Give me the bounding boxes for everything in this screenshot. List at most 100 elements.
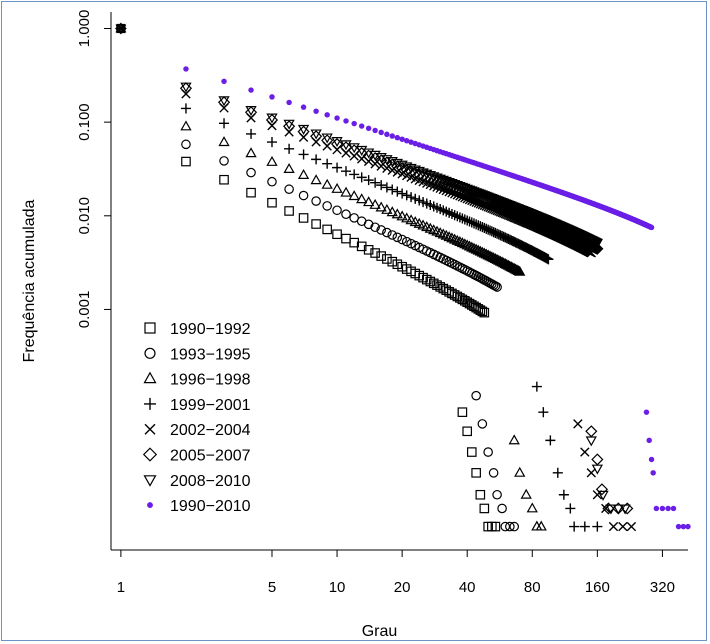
data-point [365,125,372,132]
data-point [321,133,333,144]
axes: 1 5 10 20 40 80 160 320 1.000 0.100 0.010 0.001 [76,10,688,596]
legend-marker [143,475,157,487]
data-point [343,118,349,124]
data-point [356,241,367,252]
legend-marker [147,502,153,509]
data-point [579,521,590,532]
data-point [505,261,517,272]
data-point [659,505,666,512]
data-point [218,96,230,107]
data-point [565,503,576,514]
data-point [508,434,520,445]
data-point [405,163,417,174]
data-point [356,172,367,183]
data-point [245,147,257,158]
data-point [454,181,466,192]
data-point [284,184,294,195]
x-tick-label: 160 [585,579,610,596]
data-point [322,224,332,235]
data-point [619,504,631,515]
x-tick-label: 80 [524,579,541,596]
data-point [321,134,334,147]
data-point [595,483,609,496]
data-point [340,140,352,151]
data-point [322,158,333,169]
legend-label: 2008−2010 [170,473,251,490]
data-point [502,259,514,270]
data-point [457,213,468,224]
data-point [670,505,677,512]
data-point [370,248,380,258]
legend-marker [143,371,157,384]
data-point [386,206,398,217]
data-point [311,154,322,165]
data-point [376,225,386,235]
data-point [612,504,624,515]
plot-area [115,22,691,532]
data-point [443,231,455,242]
data-point [591,238,603,250]
data-point [463,240,476,251]
data-point [339,141,353,154]
data-point [509,263,522,274]
data-point [356,193,368,204]
legend: 1990−1992 1993−1995 1996−1998 1999−2001 2002… [142,321,251,515]
data-point [401,212,413,223]
data-point [332,205,342,216]
data-point [545,435,556,446]
data-point [310,129,322,140]
data-point [457,407,468,417]
data-point [462,215,473,226]
data-point [449,210,460,221]
x-tick-label: 10 [329,579,346,596]
data-point [116,23,126,34]
data-point [351,120,357,127]
data-point [531,381,542,392]
data-point [573,419,583,429]
data-point [605,504,617,515]
data-point [602,502,615,515]
y-tick-label: 1.000 [76,10,93,48]
data-point [459,183,471,194]
y-tick-label: 0.100 [76,103,93,141]
data-point [591,464,603,475]
data-point [331,137,343,148]
data-point [391,158,403,169]
y-axis-title: Frequência acumulada [21,200,38,363]
x-tick-label: 1 [117,579,125,596]
data-point [648,456,655,463]
data-point [310,174,322,185]
data-point [387,256,398,267]
data-point [408,139,414,145]
data-point [217,96,231,109]
data-point [454,236,466,247]
data-point [477,419,488,429]
data-point [456,237,469,248]
data-point [454,212,465,223]
data-point [331,182,343,193]
data-point [348,143,360,154]
x-axis-title: Grau [362,623,398,640]
data-point [381,182,392,193]
data-point [648,224,655,231]
data-point [462,426,473,437]
data-point [330,137,344,151]
data-point [653,505,660,512]
data-point [509,521,520,532]
data-point [311,196,321,206]
legend-label: 2005−2007 [170,448,251,465]
data-point [471,390,481,401]
data-point [392,186,403,197]
data-point [382,254,392,264]
data-point [608,521,619,532]
data-point [370,177,381,188]
data-point [665,505,671,512]
data-point [466,241,478,252]
legend-label: 1999−2001 [170,397,251,414]
data-point [179,82,193,95]
data-point [218,118,230,129]
data-point [456,182,469,193]
data-point [413,166,425,177]
legend-label: 1990−2010 [170,498,251,515]
legend-marker [144,397,156,410]
